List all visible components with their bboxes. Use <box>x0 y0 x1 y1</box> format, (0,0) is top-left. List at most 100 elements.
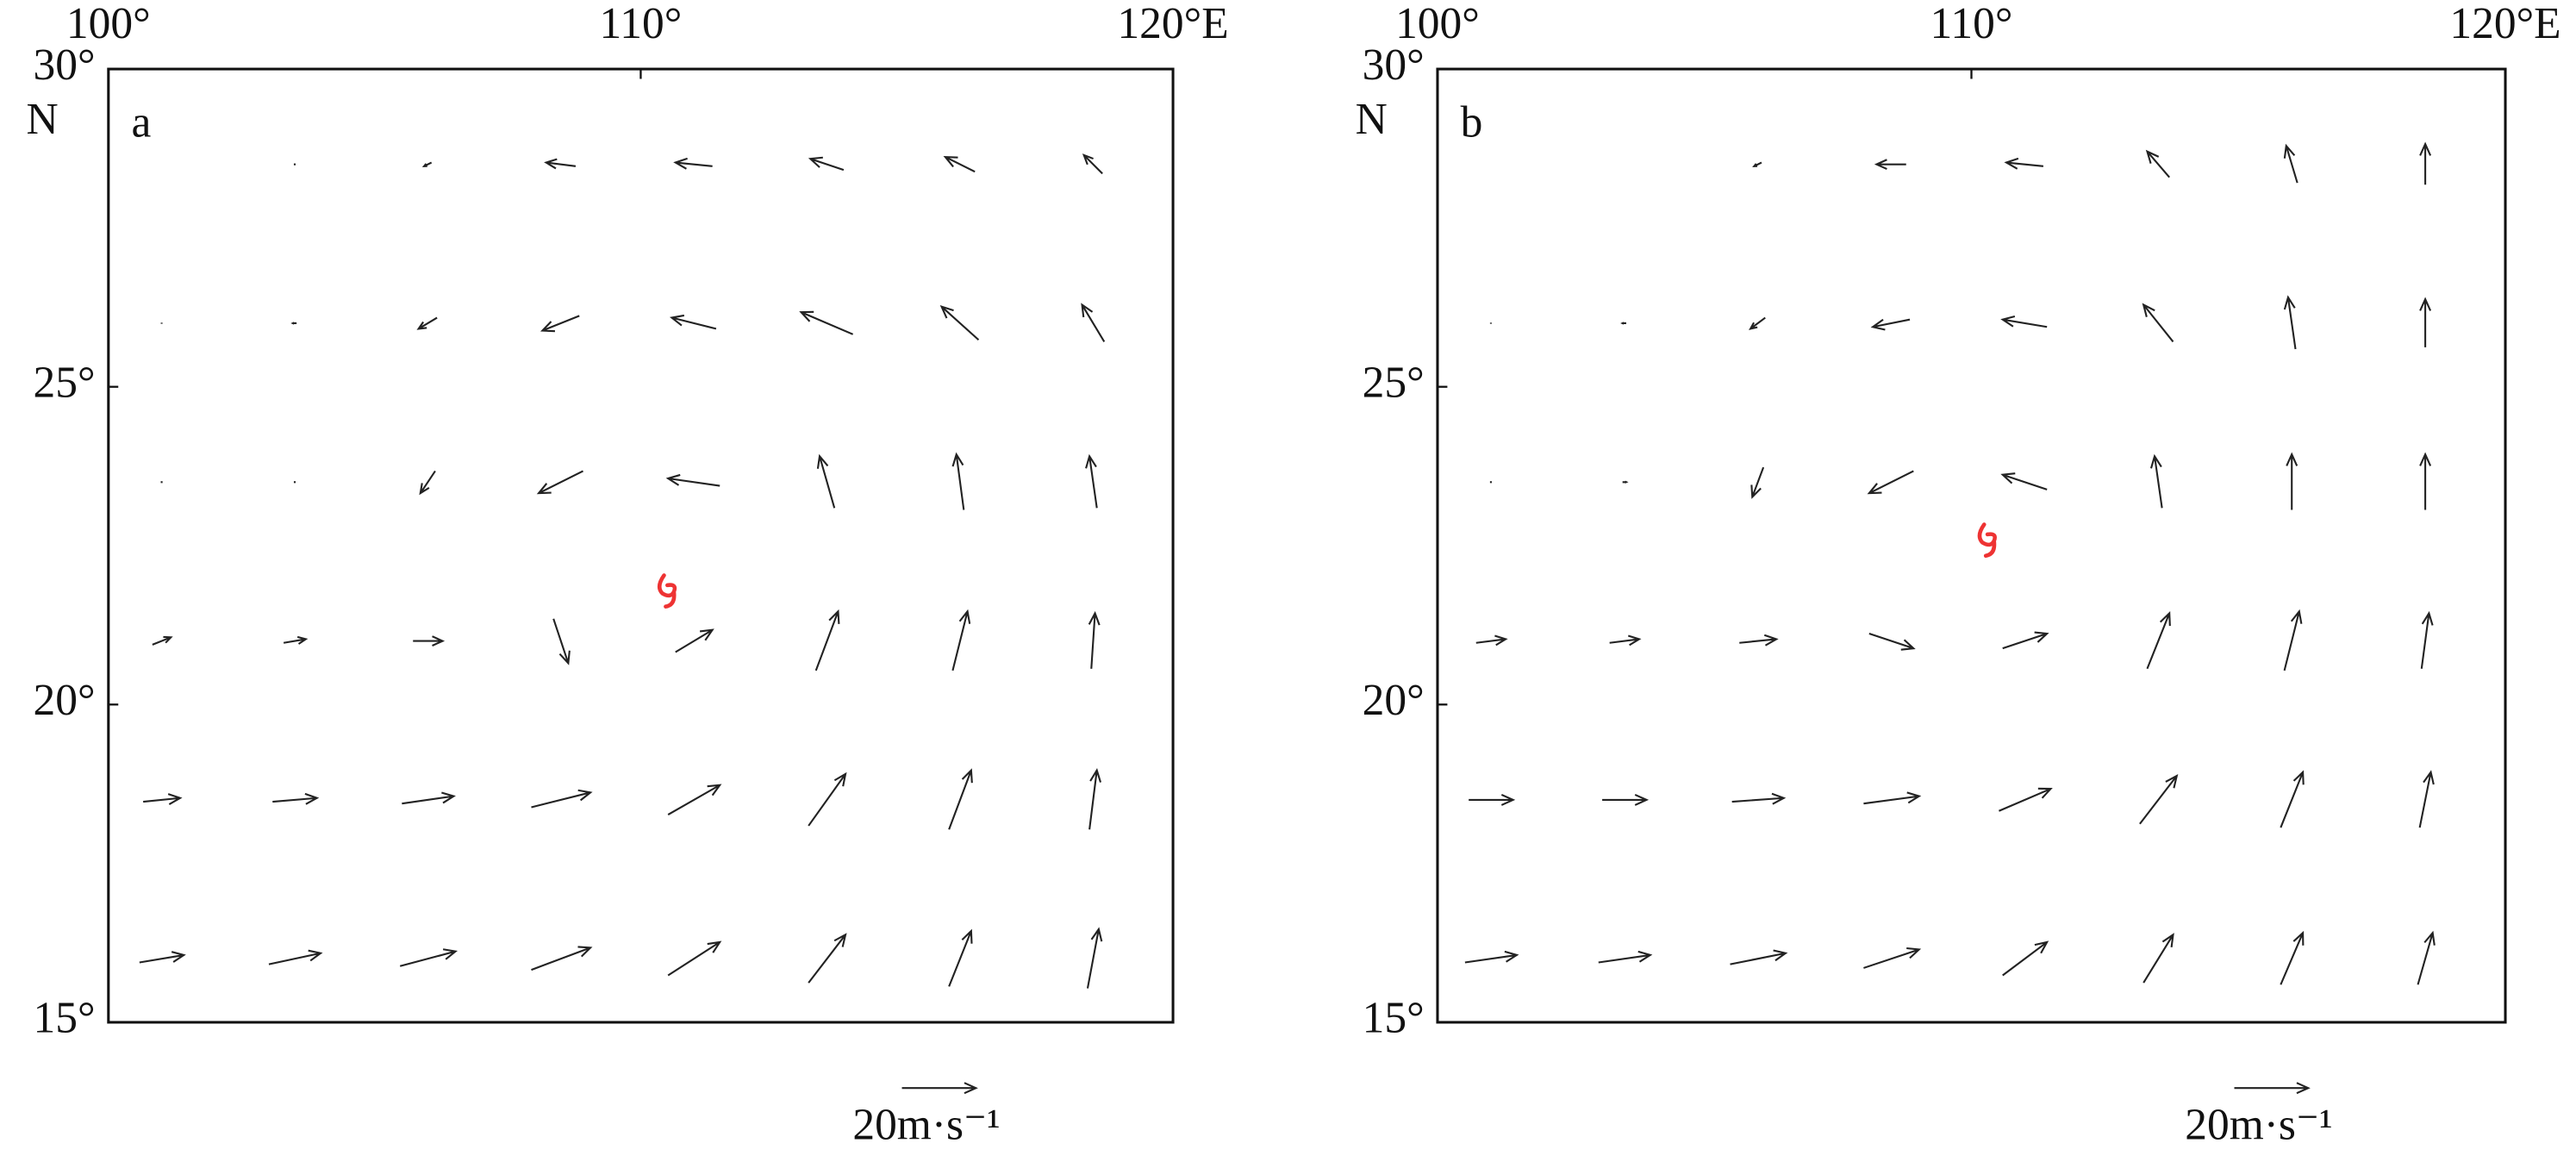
plot-frame <box>107 67 1175 1024</box>
typhoon-symbol <box>1977 522 1997 558</box>
wind-arrow <box>2143 933 2174 984</box>
y-tick-label: 15° <box>1363 994 1425 1043</box>
typhoon-symbol <box>657 573 677 609</box>
y-tick-label: 20° <box>1363 676 1425 725</box>
wind-arrow <box>673 157 713 170</box>
x-tick-label: 120°E <box>1117 0 1228 48</box>
y-axis-label: N <box>27 95 59 144</box>
wind-arrow <box>1870 318 1911 331</box>
wind-arrow <box>1867 470 1914 495</box>
x-tick-label: 100° <box>66 0 151 48</box>
wind-arrow <box>290 322 297 325</box>
wind-arrow <box>399 948 458 967</box>
wind-arrow <box>536 470 583 495</box>
wind-arrow <box>139 951 186 964</box>
wind-arrow <box>2420 610 2434 669</box>
y-tick-label: 20° <box>34 676 96 725</box>
wind-arrow <box>1088 768 1102 830</box>
y-tick-label: 25° <box>1363 359 1425 408</box>
wind-arrow <box>1874 159 1906 171</box>
wind-arrow <box>544 158 577 170</box>
wind-arrow <box>2004 157 2044 170</box>
y-tick-label: 30° <box>1363 41 1425 90</box>
reference-arrow <box>2234 1082 2311 1095</box>
wind-arrow <box>1464 950 1519 964</box>
wind-arrow <box>416 316 438 330</box>
wind-arrow <box>1999 787 2053 812</box>
wind-arrow <box>2283 143 2298 184</box>
wind-arrow <box>2419 141 2432 185</box>
x-tick-label: 110° <box>599 0 682 48</box>
wind-arrow <box>1088 610 1101 669</box>
wind-arrow <box>816 453 836 509</box>
wind-arrow <box>413 635 446 647</box>
wind-arrow <box>283 635 309 645</box>
wind-arrow <box>2283 609 2303 672</box>
wind-arrow <box>1598 950 1653 964</box>
wind-arrow <box>2280 930 2305 985</box>
wind-arrow <box>2283 295 2297 350</box>
y-axis-label: N <box>1356 95 1388 144</box>
wind-arrow <box>1739 634 1779 647</box>
y-tick-label: 15° <box>34 994 96 1043</box>
wind-arrow <box>2002 631 2049 650</box>
panel-label: a <box>132 98 152 147</box>
wind-arrow <box>272 792 320 805</box>
wind-arrow <box>1082 153 1103 175</box>
wind-arrow <box>948 768 973 830</box>
wind-arrow <box>675 628 714 653</box>
wind-arrow <box>552 618 571 665</box>
wind-arrow <box>531 946 593 971</box>
wind-arrow <box>2417 930 2436 985</box>
reference-label: 20m·s⁻¹ <box>2185 1101 2332 1150</box>
wind-arrow <box>665 473 720 487</box>
wind-arrow <box>951 452 965 510</box>
wind-arrow <box>1620 322 1626 325</box>
wind-arrow <box>943 155 976 173</box>
wind-arrow <box>948 928 973 987</box>
y-tick-label: 30° <box>34 41 96 90</box>
panel: 100° 110° 120°E 30° 25° 20° 15° N b 20m·s⁻¹ <box>1356 0 2561 1150</box>
wind-arrow <box>808 156 845 172</box>
wind-arrow <box>2000 315 2048 328</box>
wind-arrow <box>419 470 436 496</box>
wind-arrow <box>939 304 980 341</box>
wind-arrow <box>667 940 722 977</box>
wind-arrow <box>2142 303 2174 343</box>
wind-arrow <box>2149 453 2163 509</box>
wind-arrow <box>667 784 722 815</box>
wind-arrow <box>421 161 433 167</box>
wind-arrow <box>814 609 840 672</box>
wind-arrow <box>1469 793 1516 806</box>
wind-arrow <box>808 772 847 827</box>
wind-arrow <box>268 949 323 965</box>
wind-arrow <box>2286 452 2298 510</box>
wind-arrow <box>1863 791 1922 805</box>
wind-arrow <box>143 793 183 805</box>
wind-arrow <box>1731 792 1787 805</box>
wind-arrow <box>2419 297 2432 347</box>
plot-frame <box>1436 67 2507 1024</box>
wind-arrow <box>799 310 854 335</box>
wind-arrow <box>2418 770 2435 828</box>
wind-arrow <box>1749 316 1766 330</box>
wind-arrow <box>2139 773 2179 825</box>
wind-arrow <box>152 635 173 646</box>
y-tick-label: 25° <box>34 359 96 408</box>
wind-arrow <box>2280 770 2305 828</box>
wind-arrow <box>2419 452 2432 510</box>
wind-arrow <box>669 314 717 330</box>
wind-arrow <box>2145 149 2170 178</box>
wind-arrow <box>1863 946 1922 969</box>
wind-arrow <box>1086 927 1103 989</box>
wind-arrow <box>540 315 580 333</box>
wind-arrow <box>2002 940 2049 977</box>
x-tick-label: 120°E <box>2449 0 2560 48</box>
wind-arrow <box>2000 472 2048 490</box>
x-tick-label: 110° <box>1930 0 2013 48</box>
wind-arrow <box>1602 793 1650 806</box>
wind-arrow <box>1622 480 1629 484</box>
wind-arrow <box>1475 634 1508 647</box>
panel: 100° 110° 120°E 30° 25° 20° 15° N a 20m·s⁻¹ <box>27 0 1229 1150</box>
